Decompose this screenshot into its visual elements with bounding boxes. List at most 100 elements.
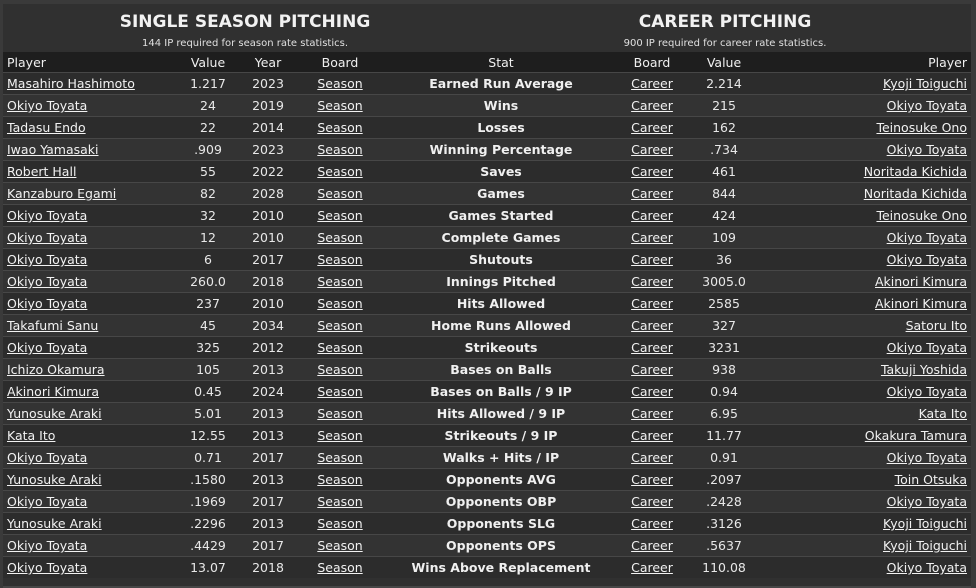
col-header-player-season[interactable]: Player: [3, 52, 177, 73]
season-player-link[interactable]: Kanzaburo Egami: [7, 186, 117, 201]
career-player-link[interactable]: Okiyo Toyata: [886, 252, 967, 267]
career-board-link[interactable]: Career: [631, 142, 673, 157]
career-player-link[interactable]: Kyoji Toiguchi: [882, 76, 967, 91]
career-player-link[interactable]: Noritada Kichida: [863, 186, 967, 201]
career-player-link[interactable]: Okiyo Toyata: [886, 560, 967, 575]
season-player-link[interactable]: Okiyo Toyata: [7, 98, 88, 113]
col-header-player-career[interactable]: Player: [763, 52, 971, 73]
col-header-value-career[interactable]: Value: [685, 52, 763, 73]
season-board-link[interactable]: Season: [317, 142, 363, 157]
career-board-link[interactable]: Career: [631, 186, 673, 201]
career-board-link[interactable]: Career: [631, 274, 673, 289]
season-board-link[interactable]: Season: [317, 362, 363, 377]
career-player-link[interactable]: Akinori Kimura: [875, 296, 967, 311]
season-player-link[interactable]: Okiyo Toyata: [7, 494, 88, 509]
season-board-link[interactable]: Season: [317, 450, 363, 465]
career-board-link[interactable]: Career: [631, 406, 673, 421]
career-board-link[interactable]: Career: [631, 208, 673, 223]
career-player-link[interactable]: Akinori Kimura: [875, 274, 967, 289]
season-player-link[interactable]: Iwao Yamasaki: [7, 142, 99, 157]
career-player-link[interactable]: Teinosuke Ono: [876, 120, 967, 135]
career-board-link[interactable]: Career: [631, 296, 673, 311]
career-player-link[interactable]: Teinosuke Ono: [876, 208, 967, 223]
career-board-link[interactable]: Career: [631, 516, 673, 531]
career-player-link[interactable]: Satoru Ito: [905, 318, 967, 333]
season-player-link[interactable]: Okiyo Toyata: [7, 296, 88, 311]
career-board-link[interactable]: Career: [631, 450, 673, 465]
career-player-link[interactable]: Okiyo Toyata: [886, 230, 967, 245]
season-board-link[interactable]: Season: [317, 274, 363, 289]
career-player-link[interactable]: Okiyo Toyata: [886, 384, 967, 399]
career-board-link[interactable]: Career: [631, 340, 673, 355]
career-board-link[interactable]: Career: [631, 362, 673, 377]
season-player-link[interactable]: Okiyo Toyata: [7, 538, 88, 553]
season-player-link[interactable]: Robert Hall: [7, 164, 77, 179]
season-player-link[interactable]: Tadasu Endo: [7, 120, 86, 135]
season-player-link[interactable]: Masahiro Hashimoto: [7, 76, 135, 91]
career-player-link[interactable]: Okiyo Toyata: [886, 142, 967, 157]
season-player-link[interactable]: Yunosuke Araki: [7, 516, 102, 531]
season-board-link[interactable]: Season: [317, 560, 363, 575]
career-player-link[interactable]: Kyoji Toiguchi: [882, 516, 967, 531]
season-player-link[interactable]: Ichizo Okamura: [7, 362, 105, 377]
season-board-link[interactable]: Season: [317, 98, 363, 113]
season-board-link[interactable]: Season: [317, 296, 363, 311]
career-board-link[interactable]: Career: [631, 428, 673, 443]
career-player-link[interactable]: Kyoji Toiguchi: [882, 538, 967, 553]
career-player-link[interactable]: Kata Ito: [918, 406, 967, 421]
season-player-link[interactable]: Okiyo Toyata: [7, 340, 88, 355]
career-player-link[interactable]: Okiyo Toyata: [886, 98, 967, 113]
career-board-link[interactable]: Career: [631, 164, 673, 179]
season-board-link[interactable]: Season: [317, 340, 363, 355]
col-header-stat[interactable]: Stat: [383, 52, 619, 73]
season-board-link[interactable]: Season: [317, 494, 363, 509]
season-player-link[interactable]: Okiyo Toyata: [7, 274, 88, 289]
career-player-link[interactable]: Okiyo Toyata: [886, 494, 967, 509]
career-board-link[interactable]: Career: [631, 494, 673, 509]
career-board-link[interactable]: Career: [631, 560, 673, 575]
season-board-link[interactable]: Season: [317, 230, 363, 245]
career-board-link[interactable]: Career: [631, 472, 673, 487]
season-player-link[interactable]: Okiyo Toyata: [7, 208, 88, 223]
career-board-link[interactable]: Career: [631, 98, 673, 113]
season-board-link[interactable]: Season: [317, 406, 363, 421]
season-board-link[interactable]: Season: [317, 252, 363, 267]
career-board-link[interactable]: Career: [631, 120, 673, 135]
season-player-link[interactable]: Okiyo Toyata: [7, 560, 88, 575]
season-board-link[interactable]: Season: [317, 384, 363, 399]
season-player-link[interactable]: Okiyo Toyata: [7, 252, 88, 267]
season-board-link[interactable]: Season: [317, 472, 363, 487]
career-board-link[interactable]: Career: [631, 318, 673, 333]
career-player-link[interactable]: Okiyo Toyata: [886, 340, 967, 355]
season-board-link[interactable]: Season: [317, 538, 363, 553]
season-board-link[interactable]: Season: [317, 318, 363, 333]
season-player-link[interactable]: Yunosuke Araki: [7, 406, 102, 421]
season-board-link[interactable]: Season: [317, 428, 363, 443]
col-header-board-career[interactable]: Board: [619, 52, 685, 73]
career-player-link[interactable]: Okiyo Toyata: [886, 450, 967, 465]
season-player-link[interactable]: Kata Ito: [7, 428, 56, 443]
col-header-value-season[interactable]: Value: [177, 52, 239, 73]
career-player-link[interactable]: Takuji Yoshida: [880, 362, 967, 377]
col-header-year[interactable]: Year: [239, 52, 297, 73]
season-player-link[interactable]: Okiyo Toyata: [7, 230, 88, 245]
career-player-link[interactable]: Okakura Tamura: [864, 428, 967, 443]
season-board-link[interactable]: Season: [317, 186, 363, 201]
career-board-link[interactable]: Career: [631, 384, 673, 399]
career-player-link[interactable]: Noritada Kichida: [863, 164, 967, 179]
season-board-link[interactable]: Season: [317, 208, 363, 223]
career-board-link[interactable]: Career: [631, 252, 673, 267]
season-board-link[interactable]: Season: [317, 76, 363, 91]
season-player-link[interactable]: Akinori Kimura: [7, 384, 99, 399]
season-player-link[interactable]: Takafumi Sanu: [7, 318, 99, 333]
season-board-link[interactable]: Season: [317, 164, 363, 179]
career-board-link[interactable]: Career: [631, 230, 673, 245]
career-board-link[interactable]: Career: [631, 76, 673, 91]
season-player-link[interactable]: Yunosuke Araki: [7, 472, 102, 487]
season-board-link[interactable]: Season: [317, 120, 363, 135]
career-board-link[interactable]: Career: [631, 538, 673, 553]
col-header-board-season[interactable]: Board: [297, 52, 383, 73]
career-player-link[interactable]: Toin Otsuka: [894, 472, 967, 487]
season-player-link[interactable]: Okiyo Toyata: [7, 450, 88, 465]
season-board-link[interactable]: Season: [317, 516, 363, 531]
